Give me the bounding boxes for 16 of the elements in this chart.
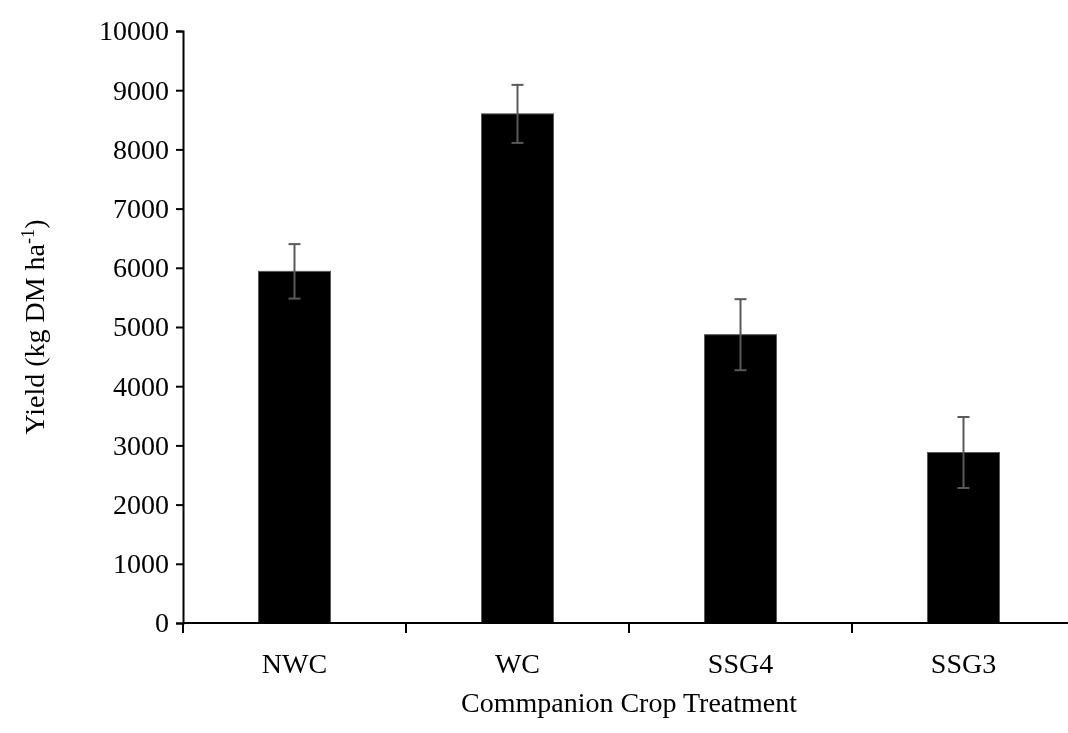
x-tick-label: WC: [494, 648, 541, 679]
y-tick-label: 4000: [113, 370, 169, 402]
x-tick-label: SSG4: [707, 648, 774, 679]
y-tick-label: 5000: [113, 311, 169, 343]
y-tick-label: 7000: [113, 193, 169, 225]
y-tick-label: 8000: [113, 133, 169, 165]
x-tick-label: SSG3: [930, 648, 997, 679]
y-tick-label: 0: [155, 607, 169, 639]
x-tick-label: NWC: [261, 648, 328, 679]
y-tick-label: 10000: [99, 15, 169, 47]
y-tick-label: 1000: [113, 548, 169, 580]
y-tick-label: 2000: [113, 489, 169, 521]
y-tick-label: 9000: [113, 74, 169, 106]
x-axis-title: Commpanion Crop Treatment: [461, 687, 798, 718]
y-tick-label: 3000: [113, 429, 169, 461]
y-tick-label: 6000: [113, 252, 169, 284]
